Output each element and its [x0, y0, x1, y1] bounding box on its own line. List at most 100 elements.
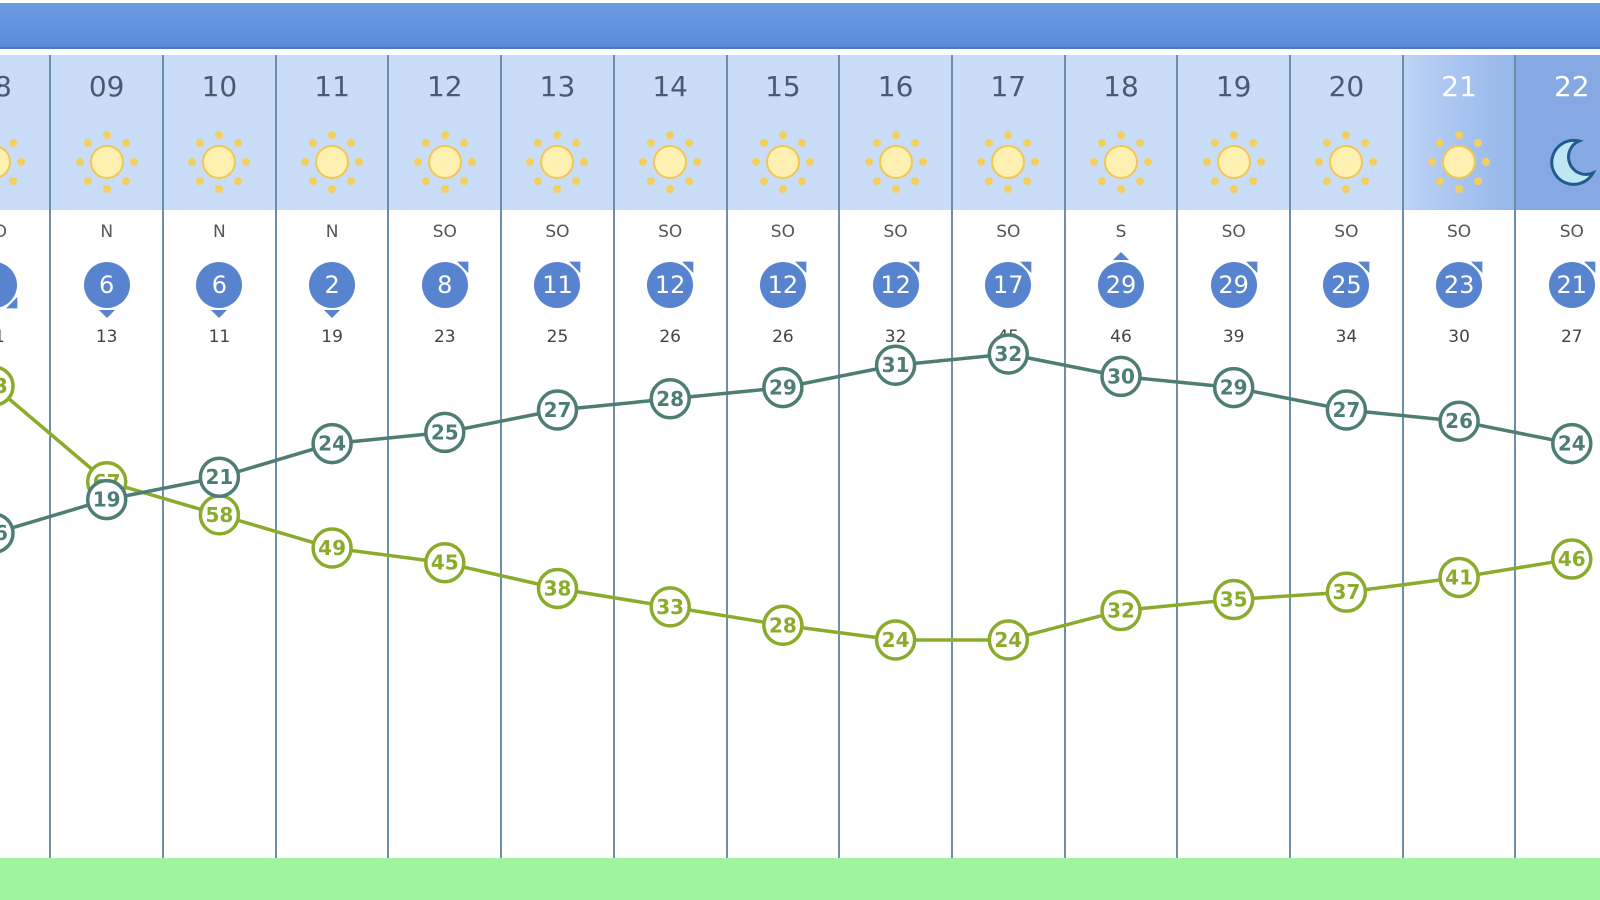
column-divider: [838, 55, 841, 858]
wind-gust: 27: [1560, 327, 1583, 347]
wind-gust: 30: [1448, 327, 1470, 347]
temperature-point: 29: [1212, 366, 1255, 409]
sun-icon: [522, 127, 592, 197]
column-divider: [162, 55, 165, 858]
hour-column-11: 11 N 2 19: [275, 55, 389, 858]
wind-speed: 25: [1323, 262, 1370, 308]
wind-arrow-icon: [1471, 261, 1483, 273]
wind-arrow-icon: [324, 310, 341, 318]
wind-speed: 11: [534, 262, 581, 308]
wind-direction: S: [1115, 222, 1127, 242]
wind-speed-badge: 5: [0, 262, 18, 309]
temperature-value: 29: [1220, 376, 1248, 400]
wind-arrow-icon: [211, 310, 228, 318]
hour-column-15: 15 SO 12 26: [726, 55, 840, 858]
wind-gust: 34: [1335, 327, 1358, 347]
wind-arrow-icon: [1112, 252, 1129, 260]
temperature-point: 19: [85, 478, 128, 521]
column-divider: [1176, 55, 1179, 858]
hour-column-16: 16 SO 12 32: [839, 55, 952, 858]
wind-gust: 11: [0, 327, 50, 347]
wind-direction: N: [325, 222, 339, 242]
wind-direction: SO: [432, 222, 457, 242]
temperature-point: 26: [1438, 400, 1480, 442]
temperature-value: 29: [769, 376, 797, 400]
column-divider: [1063, 55, 1066, 858]
wind-arrow-icon: [98, 310, 115, 318]
wind-direction: SO: [1447, 222, 1472, 242]
temperature-value: 30: [1107, 364, 1135, 388]
column-header: [1515, 55, 1600, 210]
temperature-point: 27: [1325, 389, 1368, 431]
wind-speed: 6: [83, 262, 130, 308]
wind-direction: SO: [770, 222, 795, 242]
wind-speed: 17: [985, 262, 1032, 308]
hour-label: 14: [652, 70, 688, 103]
temperature-point: 30: [1100, 355, 1142, 398]
humidity-point: 41: [1438, 556, 1480, 599]
temperature-point: 28: [649, 378, 691, 420]
hour-column-20: 20 SO 25 34: [1290, 55, 1403, 858]
hour-column-21: 21 SO 23 30: [1402, 55, 1516, 858]
temperature-point: 25: [424, 411, 466, 454]
wind-direction: SO: [1559, 222, 1584, 242]
temperature-value: 21: [205, 465, 233, 489]
hour-label: 11: [314, 70, 350, 103]
humidity-point: 46: [1551, 538, 1593, 580]
humidity-point: 58: [198, 494, 241, 536]
wind-gust: 32: [884, 327, 907, 347]
temperature-value: 31: [882, 353, 910, 377]
sun-icon: [297, 127, 367, 197]
humidity-point: 24: [987, 619, 1030, 661]
hour-label: 15: [765, 70, 801, 103]
sun-icon: [0, 127, 29, 197]
wind-speed-badge: 29: [1097, 252, 1144, 308]
wind-arrow-icon: [1583, 261, 1596, 273]
wind-gust: 26: [772, 327, 794, 347]
wind-speed-badge: 6: [83, 262, 130, 318]
humidity-value: 32: [1107, 599, 1135, 623]
column-divider: [612, 55, 615, 858]
wind-direction: SO: [883, 222, 908, 242]
wind-speed-badge: 29: [1210, 261, 1258, 308]
hour-column-09: 09 N 6 13: [50, 55, 164, 858]
hour-label: 21: [1441, 70, 1477, 103]
wind-speed-badge: 11: [534, 261, 581, 308]
wind-speed-badge: 12: [759, 261, 807, 308]
hour-label: 18: [1103, 70, 1139, 103]
sun-icon: [410, 127, 480, 197]
hour-label: 22: [1553, 70, 1590, 103]
wind-gust: 13: [95, 327, 118, 347]
wind-arrow-icon: [1245, 261, 1258, 273]
temperature-value: 32: [994, 342, 1022, 366]
hour-label: 19: [1215, 70, 1252, 103]
wind-speed-badge: 2: [309, 262, 356, 318]
wind-speed-badge: 6: [196, 262, 243, 318]
temperature-value: 27: [544, 398, 572, 422]
temperature-value: 24: [318, 432, 346, 456]
temperature-point: 31: [874, 344, 917, 386]
wind-direction: SO: [545, 222, 570, 242]
wind-gust: 11: [208, 327, 231, 347]
temperature-point: 21: [198, 456, 241, 498]
temperature-point: 16: [0, 513, 15, 554]
wind-speed: 12: [759, 262, 806, 308]
wind-arrow-icon: [6, 297, 18, 309]
hour-label: 08: [0, 70, 12, 103]
temperature-value: 16: [0, 521, 8, 545]
hour-label: 10: [201, 70, 238, 103]
sun-icon: [1424, 127, 1494, 197]
column-header: [0, 55, 51, 210]
column-divider: [500, 55, 503, 858]
wind-direction: N: [100, 222, 114, 242]
hour-column-10: 10 N 6 11: [163, 55, 276, 858]
temperature-value: 28: [656, 387, 684, 411]
temperature-point: 29: [762, 366, 804, 409]
wind-direction: NO: [0, 222, 8, 242]
humidity-value: 38: [544, 576, 572, 600]
wind-gust: 39: [1222, 327, 1245, 347]
hour-column-08: 08 NO 5 11: [0, 55, 51, 858]
humidity-point: 24: [874, 619, 917, 661]
wind-arrow-icon: [907, 261, 919, 273]
